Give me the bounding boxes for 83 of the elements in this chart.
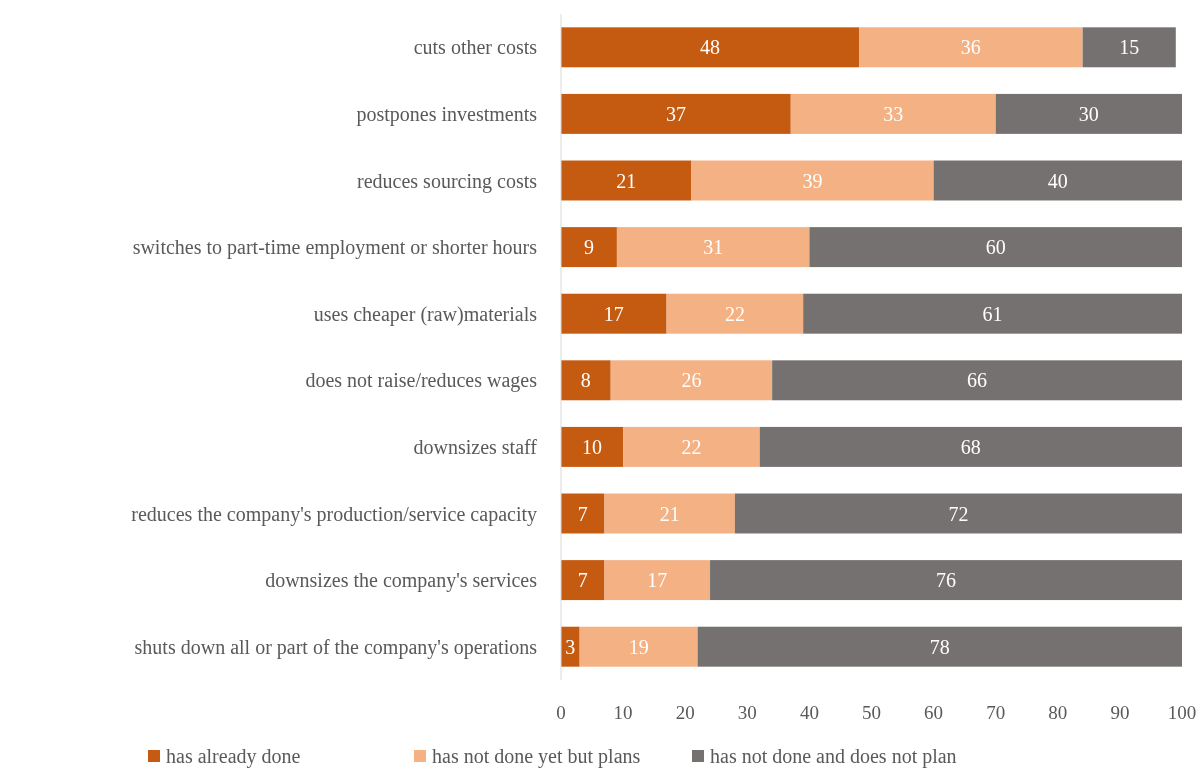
data-label: 22	[681, 435, 702, 458]
bar	[666, 293, 804, 334]
data-label: 8	[580, 369, 591, 392]
bar	[803, 293, 1182, 334]
y-tick-label: switches to part-time employment or shorter hours	[132, 236, 538, 260]
x-tick-label: 50	[862, 701, 881, 723]
data-label: 9	[583, 236, 594, 259]
bar	[561, 227, 617, 268]
data-label: 36	[960, 36, 981, 59]
bar	[623, 426, 760, 467]
data-label: 21	[659, 502, 680, 525]
x-tick-label: 60	[924, 701, 944, 723]
data-label: 22	[724, 302, 745, 325]
data-label: 19	[628, 635, 649, 658]
bar	[561, 27, 860, 68]
x-tick-label: 80	[1048, 701, 1068, 723]
data-label: 15	[1119, 36, 1140, 59]
bar	[561, 360, 611, 401]
bar	[697, 626, 1182, 667]
y-tick-label: downsizes the company's services	[265, 569, 538, 593]
x-tick-label: 10	[613, 701, 633, 723]
data-label: 72	[948, 502, 969, 525]
x-tick-label: 20	[675, 701, 695, 723]
bar	[734, 493, 1182, 534]
data-label: 17	[647, 569, 668, 592]
y-tick-label: postpones investments	[356, 102, 538, 126]
data-label: 60	[985, 236, 1006, 259]
bar	[809, 227, 1182, 268]
bar	[610, 360, 773, 401]
bar	[616, 227, 810, 268]
bar	[579, 626, 698, 667]
y-tick-label: reduces the company's production/service capacity	[131, 502, 537, 526]
bar	[933, 160, 1182, 201]
x-tick-label: 70	[986, 701, 1006, 723]
x-tick-label: 0	[556, 701, 566, 723]
data-label: 26	[681, 369, 702, 392]
x-tick-label: 30	[737, 701, 757, 723]
bar	[561, 293, 667, 334]
x-tick-label: 100	[1167, 701, 1197, 723]
y-tick-label: does not raise/reduces wages	[305, 369, 538, 393]
legend-label: has not done yet but plans	[432, 745, 641, 768]
bar	[772, 360, 1182, 401]
y-tick-label: shuts down all or part of the company's operations	[134, 635, 538, 659]
bar	[561, 493, 605, 534]
x-tick-label: 40	[799, 701, 819, 723]
y-tick-label: uses cheaper (raw)materials	[313, 302, 538, 326]
data-label: 3	[565, 635, 576, 658]
legend-label: has not done and does not plan	[710, 745, 957, 768]
data-label: 10	[582, 435, 603, 458]
data-label: 61	[982, 302, 1003, 325]
data-label: 37	[665, 102, 686, 125]
data-label: 7	[577, 502, 588, 525]
y-tick-label: cuts other costs	[413, 36, 538, 59]
data-label: 30	[1078, 102, 1099, 125]
data-label: 31	[703, 236, 724, 259]
data-label: 48	[700, 36, 721, 59]
bar	[604, 493, 735, 534]
y-tick-label: downsizes staff	[413, 435, 538, 458]
bar	[691, 160, 934, 201]
bar	[604, 560, 711, 601]
data-label: 33	[883, 102, 904, 125]
bar	[790, 93, 996, 134]
bar	[561, 160, 692, 201]
data-label: 17	[603, 302, 624, 325]
bar	[759, 426, 1182, 467]
data-label: 21	[616, 169, 637, 192]
bar	[859, 27, 1083, 68]
y-tick-label: reduces sourcing costs	[357, 169, 538, 193]
data-label: 66	[967, 369, 988, 392]
bar	[995, 93, 1182, 134]
bar	[1082, 27, 1176, 68]
data-label: 76	[936, 569, 957, 592]
bar	[710, 560, 1182, 601]
data-label: 7	[577, 569, 588, 592]
legend-label: has already done	[166, 745, 301, 768]
data-label: 68	[960, 435, 981, 458]
data-label: 40	[1047, 169, 1068, 192]
data-label: 78	[929, 635, 950, 658]
data-label: 39	[802, 169, 823, 192]
bar	[561, 426, 624, 467]
x-tick-label: 90	[1110, 701, 1130, 723]
bar	[561, 93, 791, 134]
bar	[561, 560, 605, 601]
